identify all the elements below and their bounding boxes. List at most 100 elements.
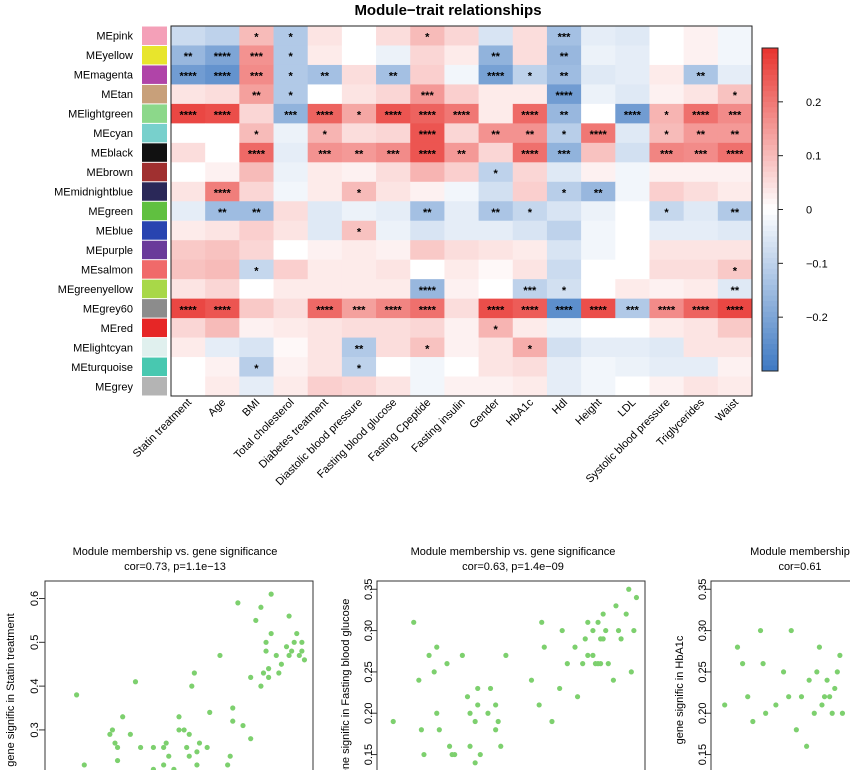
heatmap-significance-stars: * * * ***** **** *** * ** ****** **** *** * ** ** ****…: [180, 32, 745, 375]
heatmap-cell: [171, 64, 206, 85]
heatmap-cell: [376, 103, 411, 124]
colorbar-segment: [762, 306, 778, 313]
heatmap-cell: [307, 279, 343, 300]
heatmap-cell: [376, 64, 411, 85]
module-label: MEgreenyellow: [58, 284, 133, 296]
module-color-swatch: [142, 45, 167, 65]
heatmap-cell: [683, 142, 719, 163]
significance-stars: ****: [248, 149, 266, 161]
significance-stars: *: [733, 90, 738, 102]
scatter-point: [291, 639, 297, 645]
trait-label: Gender: [467, 396, 502, 431]
heatmap-cell: [341, 123, 377, 144]
scatter-point: [112, 740, 118, 746]
heatmap-cell: [341, 45, 377, 66]
colorbar-segment: [762, 290, 778, 297]
heatmap-cell: [239, 123, 274, 144]
heatmap-cell: [683, 201, 719, 222]
heatmap-cell: [239, 240, 274, 261]
heatmap-cell: [273, 162, 309, 183]
significance-stars: *: [254, 32, 259, 44]
scatter-point: [472, 718, 478, 725]
heatmap-cell: [239, 103, 274, 124]
heatmap-cell: [615, 64, 650, 85]
significance-stars: ****: [316, 110, 334, 122]
colorbar-tick-label: 0.1: [806, 151, 821, 163]
scatter-point: [184, 744, 190, 751]
heatmap-cell: [307, 318, 343, 338]
significance-stars: *: [288, 90, 293, 102]
heatmap-cells: [171, 26, 753, 397]
heatmap-cell: [376, 45, 411, 66]
heatmap-cell: [307, 220, 343, 241]
scatter-y-tick-label: 0.6: [29, 591, 41, 606]
scatter-point: [734, 644, 741, 650]
significance-stars: **: [355, 149, 364, 161]
heatmap-cell: [649, 337, 685, 358]
heatmap-cell: [205, 201, 240, 222]
scatter-point: [780, 669, 787, 675]
heatmap-cell: [444, 162, 479, 183]
heatmap-cell: [512, 337, 548, 358]
heatmap-cell: [717, 279, 753, 300]
scatter-point: [294, 630, 300, 637]
significance-stars: ****: [555, 90, 573, 102]
significance-stars: ***: [250, 71, 264, 83]
module-color-swatch: [142, 162, 167, 182]
heatmap-cell: [239, 162, 274, 183]
heatmap-cell: [376, 26, 411, 46]
heatmap-cell: [341, 220, 377, 241]
heatmap-cell: [683, 103, 719, 124]
scatter-panels: Module membership vs. gene significance c…: [5, 546, 850, 770]
significance-stars: ****: [487, 304, 505, 316]
colorbar-segment: [762, 64, 778, 71]
heatmap-cell: [307, 64, 343, 85]
significance-stars: *: [494, 324, 499, 336]
significance-stars: *: [357, 363, 362, 375]
significance-stars: ***: [353, 304, 367, 316]
scatter-point: [750, 718, 756, 725]
significance-stars: **: [560, 71, 569, 83]
heatmap-cell: [546, 201, 582, 222]
heatmap-cell: [341, 318, 377, 338]
heatmap-cell: [546, 84, 582, 105]
heatmap-cell: [376, 201, 411, 222]
scatter-point: [786, 694, 792, 700]
heatmap-cell: [581, 318, 616, 338]
scatter-point: [431, 669, 437, 675]
heatmap-cell: [649, 26, 685, 46]
significance-stars: ***: [558, 32, 572, 44]
significance-stars: *: [254, 129, 259, 141]
module-label: MEblue: [96, 225, 133, 237]
significance-stars: **: [594, 188, 603, 200]
colorbar-segment: [762, 69, 778, 76]
module-color-swatch: [142, 240, 167, 260]
heatmap-cell: [273, 337, 309, 358]
colorbar-segment: [762, 257, 778, 264]
heatmap-cell: [512, 279, 548, 300]
scatter-point: [536, 702, 542, 708]
heatmap-cell: [546, 357, 582, 377]
heatmap-cell: [717, 376, 753, 397]
scatter-point: [235, 600, 241, 606]
trait-label: Hdl: [550, 397, 570, 417]
heatmap-cell: [478, 26, 514, 46]
significance-stars: **: [696, 71, 705, 83]
heatmap-cell: [171, 201, 206, 222]
scatter-point: [603, 627, 609, 634]
scatter-y-tick-label: 0.20: [363, 703, 375, 724]
colorbar-tick-label: −0.1: [806, 258, 828, 270]
significance-stars: ****: [487, 71, 505, 83]
heatmap-cell: [239, 84, 274, 105]
scatter-point: [613, 603, 619, 609]
heatmap-cell: [546, 103, 582, 124]
heatmap-cell: [683, 376, 719, 397]
heatmap-cell: [239, 318, 274, 338]
colorbar-segment: [762, 241, 778, 248]
significance-stars: **: [560, 51, 569, 63]
significance-stars: **: [389, 71, 398, 83]
heatmap-cell: [683, 337, 719, 358]
significance-stars: ****: [726, 149, 744, 161]
heatmap-cell: [478, 376, 514, 397]
significance-stars: ****: [214, 110, 232, 122]
